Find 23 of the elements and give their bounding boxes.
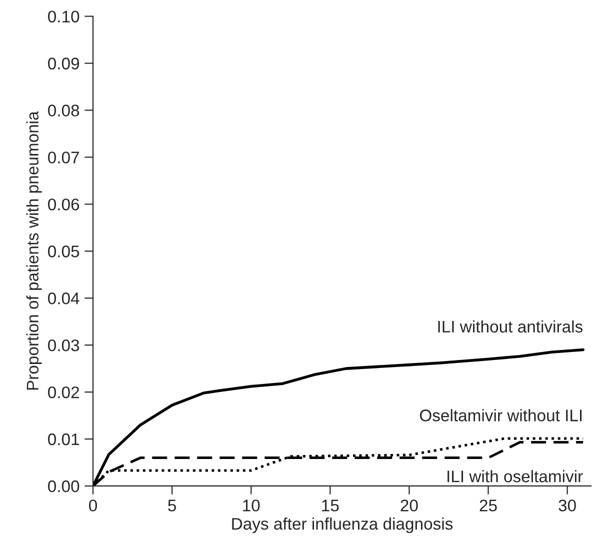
x-tick-label: 15 [322,500,339,512]
y-tick-label: 0.06 [48,198,80,210]
y-tick-label: 0.04 [48,292,80,304]
y-tick-label: 0.03 [48,339,80,352]
x-tick-label: 25 [480,500,497,512]
y-tick-label: 0.05 [48,246,80,258]
x-tick-label: 30 [558,500,576,512]
series-label: ILI with oseltamivir [448,470,583,482]
y-tick-label: 0.08 [48,104,80,116]
y-tick-label: 0.10 [48,10,80,22]
y-tick-label: 0.09 [48,58,80,70]
y-axis-title: Proportion of patients with pneumonia [26,111,42,390]
y-tick-label: 0.02 [48,386,79,398]
x-axis-title: Days after influenza diagnosis [232,517,453,534]
y-tick-label: 0.01 [48,433,79,446]
y-tick-label: 0.07 [48,152,79,164]
x-tick-label: 5 [168,500,176,512]
x-tick-label: 10 [243,500,260,512]
y-tick-label: 0.00 [48,480,80,492]
series-label: ILI without antivirals [438,320,582,333]
x-tick-label: 0 [89,500,97,512]
series-label: Oseltamivir without ILI [420,409,582,422]
x-tick-label: 20 [400,500,418,512]
